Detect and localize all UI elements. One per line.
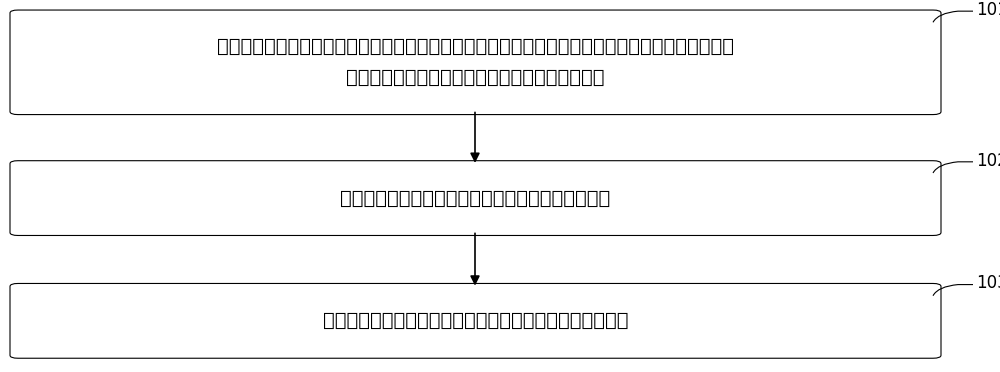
Text: 按照调整后的玉米播种行距利用施肥机进行对行施肥: 按照调整后的玉米播种行距利用施肥机进行对行施肥 xyxy=(340,189,611,208)
Text: 102: 102 xyxy=(976,152,1000,170)
Text: 按照调整后的玉米播种行距利用淋灌机进行对行喷药和灌水: 按照调整后的玉米播种行距利用淋灌机进行对行喷药和灌水 xyxy=(323,311,628,330)
FancyBboxPatch shape xyxy=(10,161,941,235)
Text: 103: 103 xyxy=(976,275,1000,292)
FancyBboxPatch shape xyxy=(10,10,941,115)
Text: 在保持小麦原来播种行距的基础上，调整玉米播种行距，以使调整后的玉米播种行距能够避开小麦麦
茬的正中心，且能够为淋灌机轮胎行走预留出位置: 在保持小麦原来播种行距的基础上，调整玉米播种行距，以使调整后的玉米播种行距能够避… xyxy=(217,37,734,87)
FancyBboxPatch shape xyxy=(10,283,941,358)
Text: 101: 101 xyxy=(976,1,1000,19)
